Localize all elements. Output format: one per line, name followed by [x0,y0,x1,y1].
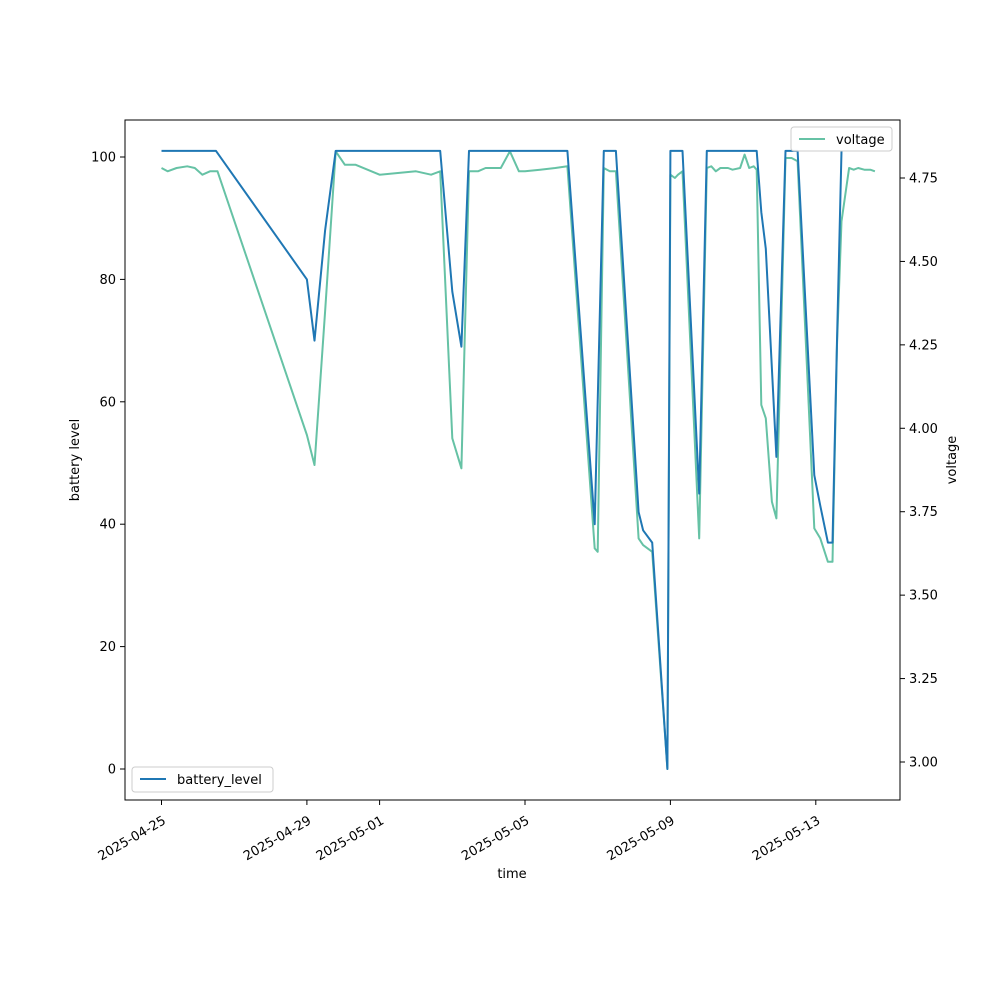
legend-voltage: voltage [790,126,893,152]
right-tick-label: 4.50 [909,255,938,270]
left-tick-label: 60 [99,395,116,410]
right-tick-label: 3.50 [909,589,938,604]
legend-voltage-box [790,126,893,152]
legend-battery-level-box [131,766,274,793]
right-tick-label: 4.25 [909,338,938,353]
left-tick-label: 80 [99,273,116,288]
legend-battery-level-label: battery_level [177,773,262,788]
legend-battery-level: battery_level [131,766,274,793]
right-tick-label: 3.00 [909,756,938,771]
right-y-axis: 3.00 3.25 3.50 3.75 4.00 4.25 4.50 4.75 [900,172,938,771]
legend-voltage-label: voltage [836,133,885,148]
right-tick-label: 4.00 [909,422,938,437]
series-layer [161,149,876,770]
series-line-voltage [161,150,876,770]
plot-area [125,120,900,800]
right-tick-label: 3.25 [909,672,938,687]
left-y-axis: 0 20 40 60 80 100 [91,151,125,778]
left-tick-label: 20 [99,640,116,655]
left-tick-label: 40 [99,518,116,533]
x-axis-label: time [497,867,526,882]
left-y-axis-label: battery level [68,419,83,502]
right-tick-label: 3.75 [909,505,938,520]
left-tick-label: 0 [108,763,116,778]
plot-frame [124,119,901,801]
left-tick-label: 100 [91,151,116,166]
right-y-axis-label: voltage [945,436,960,485]
series-line-battery-level [161,149,843,770]
right-tick-label: 4.75 [909,172,938,187]
